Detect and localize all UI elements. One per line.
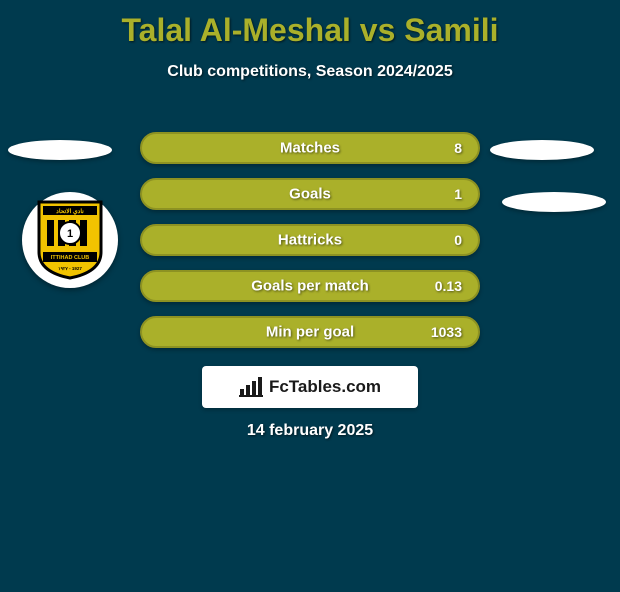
stat-value: 0.13 — [435, 278, 462, 294]
brand-box: FcTables.com — [202, 366, 418, 408]
stat-row-goals-per-match: Goals per match 0.13 — [140, 270, 480, 302]
stat-row-min-per-goal: Min per goal 1033 — [140, 316, 480, 348]
stat-value: 1033 — [431, 324, 462, 340]
stat-row-hattricks: Hattricks 0 — [140, 224, 480, 256]
stat-label: Goals per match — [251, 278, 369, 295]
stat-row-goals: Goals 1 — [140, 178, 480, 210]
stats-container: Matches 8 Goals 1 Hattricks 0 Goals per … — [0, 132, 620, 362]
stat-label: Matches — [280, 140, 340, 157]
footer-date: 14 february 2025 — [0, 422, 620, 440]
chart-bars-icon — [239, 377, 263, 397]
stat-value: 1 — [454, 186, 462, 202]
brand-text: FcTables.com — [269, 377, 381, 397]
stat-value: 0 — [454, 232, 462, 248]
page-title: Talal Al-Meshal vs Samili — [0, 12, 620, 49]
stat-label: Hattricks — [278, 232, 342, 249]
stat-value: 8 — [454, 140, 462, 156]
stat-label: Goals — [289, 186, 331, 203]
page-subtitle: Club competitions, Season 2024/2025 — [0, 63, 620, 81]
stat-row-matches: Matches 8 — [140, 132, 480, 164]
stat-label: Min per goal — [266, 324, 354, 341]
